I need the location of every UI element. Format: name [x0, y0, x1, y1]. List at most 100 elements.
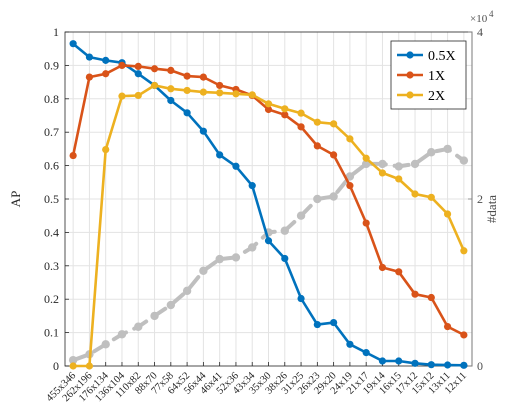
y2-tick-label: 2	[477, 192, 483, 206]
data-point-2x	[248, 91, 256, 99]
data-point-1x	[378, 263, 387, 272]
data-point-0-5x	[297, 294, 305, 303]
y-tick-label: 0.1	[44, 326, 59, 340]
data-point-0-5x	[460, 361, 468, 369]
data-point-0-5x	[134, 70, 142, 78]
data-point-0-5x	[69, 40, 77, 48]
data-point-2x	[313, 118, 321, 126]
legend-marker-2x	[406, 91, 414, 99]
data-point-2x	[330, 120, 338, 128]
data-point-2x	[264, 100, 273, 108]
data-point-0-5x	[167, 96, 175, 105]
data-point-data-count	[427, 148, 436, 157]
data-point-2x	[346, 135, 354, 143]
data-point-data-count	[459, 156, 469, 165]
data-point-1x	[199, 73, 207, 81]
data-point-1x	[395, 268, 403, 276]
data-point-data-count	[313, 194, 322, 204]
data-point-0-5x	[346, 340, 354, 348]
data-point-0-5x	[411, 359, 419, 367]
data-point-0-5x	[85, 53, 94, 61]
y2-exponent-label: ×10	[470, 13, 488, 25]
data-point-0-5x	[216, 151, 224, 159]
y-tick-label: 0	[53, 359, 59, 373]
data-point-1x	[313, 142, 321, 150]
y-tick-label: 0.4	[44, 225, 59, 239]
y-tick-label: 0.7	[44, 125, 59, 139]
data-point-data-count	[394, 162, 403, 171]
y-tick-label: 0.5	[44, 192, 59, 206]
y2-axis-label: #data	[484, 195, 499, 223]
data-point-2x	[69, 362, 77, 370]
data-point-2x	[199, 88, 207, 96]
data-point-0-5x	[199, 127, 207, 135]
y2-tick-label: 0	[477, 359, 483, 373]
data-point-0-5x	[427, 361, 435, 369]
data-point-data-count	[101, 340, 110, 349]
legend-label-1x: 1X	[428, 69, 445, 84]
data-point-2x	[460, 247, 468, 255]
data-point-2x	[150, 81, 159, 90]
y-axis-label: AP	[8, 191, 23, 208]
data-point-1x	[427, 293, 435, 302]
data-point-0-5x	[330, 318, 338, 327]
data-point-1x	[183, 72, 191, 80]
legend: 0.5X 1X 2X	[390, 40, 467, 110]
data-point-0-5x	[183, 109, 191, 117]
data-point-data-count	[443, 144, 452, 154]
data-point-1x	[134, 62, 142, 71]
data-point-2x	[167, 85, 175, 93]
data-point-2x	[183, 86, 191, 95]
data-point-2x	[362, 154, 370, 162]
data-point-data-count	[134, 322, 143, 331]
data-point-data-count	[68, 355, 78, 365]
data-point-1x	[167, 66, 175, 75]
data-point-1x	[443, 322, 452, 331]
data-point-2x	[232, 90, 240, 98]
data-point-2x	[443, 210, 452, 218]
data-point-1x	[85, 73, 94, 81]
data-point-0-5x	[313, 320, 321, 329]
data-point-data-count	[329, 192, 338, 201]
data-point-data-count	[199, 266, 208, 276]
data-point-1x	[69, 151, 77, 160]
data-point-2x	[102, 145, 110, 154]
data-point-0-5x	[264, 237, 273, 245]
data-point-0-5x	[378, 357, 387, 365]
data-point-2x	[378, 169, 387, 177]
legend-label-0-5x: 0.5X	[428, 49, 456, 64]
data-point-data-count	[231, 253, 241, 262]
data-point-2x	[85, 362, 94, 370]
data-point-2x	[281, 105, 289, 113]
data-point-0-5x	[395, 357, 403, 365]
data-point-1x	[264, 105, 273, 114]
data-point-1x	[297, 123, 305, 131]
y-tick-label: 0.9	[44, 58, 59, 72]
data-point-data-count	[410, 159, 420, 169]
y-tick-label: 0.6	[44, 159, 59, 173]
y-tick-label: 0.3	[44, 259, 59, 273]
data-point-0-5x	[362, 349, 370, 357]
data-point-data-count	[378, 159, 387, 169]
data-point-1x	[281, 111, 289, 119]
data-point-data-count	[166, 300, 176, 310]
data-point-2x	[134, 91, 142, 100]
y-tick-label: 1	[53, 25, 59, 39]
data-point-1x	[118, 61, 126, 69]
y2-exponent-power: 4	[489, 9, 494, 19]
data-point-2x	[411, 190, 419, 198]
data-point-data-count	[150, 311, 159, 321]
data-point-0-5x	[102, 56, 110, 64]
data-point-1x	[102, 70, 110, 78]
data-point-1x	[150, 65, 159, 73]
data-point-data-count	[280, 226, 289, 235]
data-point-0-5x	[443, 361, 452, 369]
series-group	[68, 40, 469, 370]
data-point-1x	[216, 81, 224, 90]
data-point-0-5x	[232, 162, 240, 170]
data-point-2x	[427, 193, 435, 201]
y-tick-label: 0.8	[44, 92, 59, 106]
data-point-0-5x	[248, 182, 256, 190]
data-point-0-5x	[281, 254, 289, 263]
